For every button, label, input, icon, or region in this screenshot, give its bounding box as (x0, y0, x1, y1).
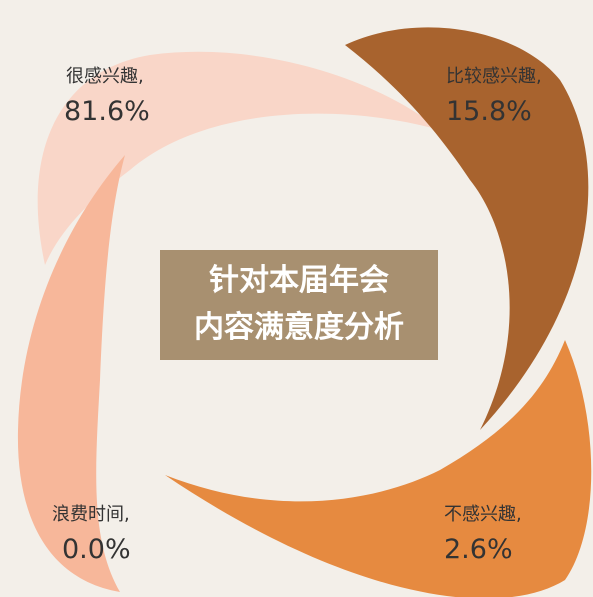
petal-top-right (345, 27, 589, 431)
item-value: 2.6% (444, 534, 513, 565)
title-line: 内容满意度分析 (194, 310, 404, 345)
petal-bottom-right (165, 340, 592, 597)
item-value: 15.8% (446, 96, 532, 127)
item-label: 浪费时间, (52, 504, 130, 525)
petal-top-left (37, 51, 440, 265)
item-value: 81.6% (64, 96, 150, 127)
item-label: 很感兴趣, (66, 66, 144, 87)
item-label: 不感兴趣, (444, 504, 522, 525)
title-box (160, 250, 438, 360)
petal-bottom-left (17, 155, 126, 592)
item-label: 比较感兴趣, (446, 66, 542, 87)
item-value: 0.0% (62, 534, 131, 565)
title-line: 针对本届年会 (209, 263, 389, 298)
